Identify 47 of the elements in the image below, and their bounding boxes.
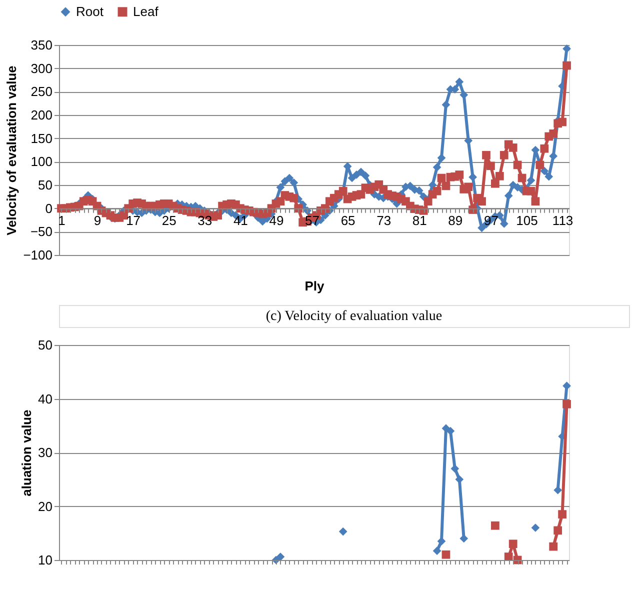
- y-tick-label: 300: [30, 60, 52, 76]
- y-tick-label: −100: [23, 248, 52, 262]
- point: [276, 552, 285, 561]
- y-tick-label: 150: [30, 130, 52, 146]
- x-tick-label: 81: [412, 212, 427, 228]
- x-axis-title: Ply: [304, 278, 326, 294]
- point: [338, 527, 348, 536]
- point: [446, 426, 455, 436]
- y-tick-label: 50: [38, 178, 52, 192]
- legend-label: Root: [76, 4, 104, 19]
- x-tick-label: 89: [448, 212, 463, 228]
- y-tick-label: 350: [30, 38, 52, 52]
- y-tick-label: 40: [38, 391, 52, 406]
- x-tick-label: 9: [94, 212, 102, 228]
- point: [442, 550, 450, 559]
- point: [562, 400, 571, 408]
- point: [508, 540, 518, 548]
- y-tick-label: 250: [30, 84, 52, 100]
- point: [504, 552, 513, 561]
- y-tick-label: 10: [38, 552, 52, 568]
- point: [491, 521, 500, 530]
- text: (c) Velocity of evaluation value: [266, 309, 442, 324]
- y-tick-label: 30: [38, 445, 52, 460]
- y-tick-label: 50: [38, 338, 52, 352]
- x-tick-label: 65: [340, 212, 356, 228]
- y-tick-label: 200: [30, 108, 52, 122]
- y-tick-label: 0: [45, 200, 52, 216]
- x-tick-label: 57: [305, 212, 320, 228]
- y-axis-title: Velocity of evaluation value: [4, 66, 20, 236]
- point: [531, 524, 540, 532]
- y-tick-label: 100: [30, 154, 52, 170]
- y-tick-label: −50: [30, 224, 52, 240]
- point: [558, 510, 566, 518]
- x-tick-label: 1: [58, 212, 66, 228]
- y-tick-label: 20: [38, 498, 52, 514]
- y-axis-title: aluation value: [19, 410, 34, 496]
- point: [554, 526, 562, 535]
- point: [549, 542, 558, 551]
- x-tick-label: 49: [269, 212, 284, 228]
- point: [437, 537, 446, 546]
- x-tick-label: 113: [552, 212, 574, 228]
- x-tick-label: 73: [376, 212, 392, 228]
- point: [432, 546, 442, 556]
- legend-label: Leaf: [133, 4, 159, 19]
- x-tick-label: 17: [126, 212, 141, 228]
- x-tick-label: 25: [162, 212, 176, 228]
- x-tick-label: 105: [516, 212, 538, 228]
